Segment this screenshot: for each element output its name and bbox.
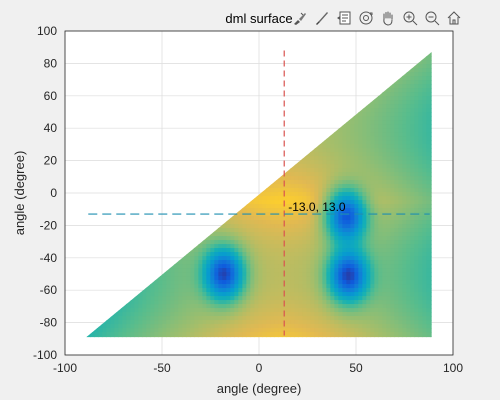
x-tick-label: -100 bbox=[53, 361, 77, 375]
x-tick-label: 50 bbox=[349, 361, 363, 375]
brush-icon[interactable] bbox=[290, 8, 310, 28]
y-tick-label: 20 bbox=[44, 154, 58, 168]
chart-title: dml surface bbox=[225, 11, 292, 26]
axes-box bbox=[64, 30, 454, 356]
crosshair-label: -13.0, 13.0 bbox=[288, 200, 346, 214]
y-tick-label: 80 bbox=[44, 56, 58, 70]
x-tick-label: -50 bbox=[153, 361, 171, 375]
zoom-in-icon[interactable] bbox=[400, 8, 420, 28]
y-axis-label: angle (degree) bbox=[12, 151, 27, 236]
x-tick-labels: -100 -50 0 50 100 bbox=[53, 361, 463, 375]
y-tick-label: -20 bbox=[40, 218, 58, 232]
y-tick-labels: 100 80 60 40 20 0 -20 -40 -60 -80 -100 bbox=[33, 24, 57, 362]
zoom-out-icon[interactable] bbox=[422, 8, 442, 28]
y-tick-label: -40 bbox=[40, 251, 58, 265]
rotate-3d-icon[interactable] bbox=[356, 8, 376, 28]
home-icon[interactable] bbox=[444, 8, 464, 28]
x-axis-label: angle (degree) bbox=[217, 381, 302, 396]
y-tick-label: 40 bbox=[44, 121, 58, 135]
y-tick-label: -80 bbox=[40, 316, 58, 330]
y-tick-label: 0 bbox=[50, 186, 57, 200]
y-tick-label: 60 bbox=[44, 89, 58, 103]
datatip-icon[interactable] bbox=[334, 8, 354, 28]
paintbrush-icon[interactable] bbox=[312, 8, 332, 28]
x-tick-label: 100 bbox=[443, 361, 463, 375]
y-tick-label: -60 bbox=[40, 283, 58, 297]
y-tick-label: -100 bbox=[33, 348, 57, 362]
figure-toolbar bbox=[290, 8, 464, 28]
crosshair bbox=[88, 50, 430, 336]
y-tick-label: 100 bbox=[37, 24, 57, 38]
pan-hand-icon[interactable] bbox=[378, 8, 398, 28]
x-tick-label: 0 bbox=[256, 361, 263, 375]
